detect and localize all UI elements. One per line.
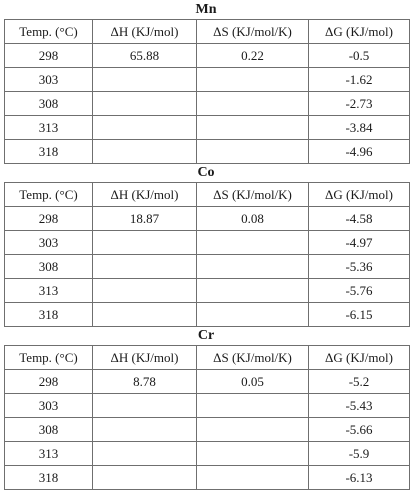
cell-dg: -5.2: [308, 369, 410, 394]
cell-dg: -2.73: [308, 91, 410, 116]
section-title-cr: Cr: [197, 328, 215, 343]
cell-temp: 303: [4, 67, 93, 92]
cell-ds: [196, 254, 309, 279]
cell-ds: 0.05: [196, 369, 309, 394]
table-row: 318 -4.96: [4, 139, 410, 164]
header-temp: Temp. (°C): [4, 345, 93, 370]
cell-dg: -5.9: [308, 441, 410, 466]
cell-ds: 0.22: [196, 43, 309, 68]
table-row: 308 -2.73: [4, 91, 410, 116]
header-ds: ΔS (KJ/mol/K): [196, 345, 309, 370]
table-row: 313 -5.9: [4, 441, 410, 466]
cell-dg: -5.76: [308, 278, 410, 303]
cell-dg: -3.84: [308, 115, 410, 140]
cell-dg: -4.58: [308, 206, 410, 231]
cell-ds: [196, 465, 309, 490]
cell-ds: [196, 278, 309, 303]
cell-dg: -4.97: [308, 230, 410, 255]
cell-dh: [92, 67, 197, 92]
header-dg: ΔG (KJ/mol): [308, 19, 410, 44]
table-mn: Temp. (°C) ΔH (KJ/mol) ΔS (KJ/mol/K) ΔG …: [4, 19, 410, 164]
table-row: 318 -6.13: [4, 465, 410, 490]
table-row: 318 -6.15: [4, 302, 410, 327]
cell-dg: -5.43: [308, 393, 410, 418]
header-dg: ΔG (KJ/mol): [308, 182, 410, 207]
cell-dh: [92, 417, 197, 442]
cell-temp: 298: [4, 43, 93, 68]
header-dh: ΔH (KJ/mol): [92, 19, 197, 44]
cell-temp: 303: [4, 393, 93, 418]
cell-ds: [196, 67, 309, 92]
table-row: 313 -3.84: [4, 115, 410, 140]
table-row: 298 8.78 0.05 -5.2: [4, 369, 410, 394]
cell-dg: -6.13: [308, 465, 410, 490]
cell-dg: -0.5: [308, 43, 410, 68]
cell-temp: 308: [4, 417, 93, 442]
cell-dg: -5.36: [308, 254, 410, 279]
header-temp: Temp. (°C): [4, 19, 93, 44]
cell-dh: [92, 115, 197, 140]
table-cr: Temp. (°C) ΔH (KJ/mol) ΔS (KJ/mol/K) ΔG …: [4, 345, 410, 490]
cell-ds: [196, 139, 309, 164]
cell-dh: [92, 302, 197, 327]
header-row: Temp. (°C) ΔH (KJ/mol) ΔS (KJ/mol/K) ΔG …: [4, 182, 410, 207]
cell-temp: 298: [4, 369, 93, 394]
cell-temp: 318: [4, 139, 93, 164]
cell-dh: [92, 230, 197, 255]
cell-dg: -6.15: [308, 302, 410, 327]
table-row: 303 -5.43: [4, 393, 410, 418]
table-row: 298 65.88 0.22 -0.5: [4, 43, 410, 68]
header-row: Temp. (°C) ΔH (KJ/mol) ΔS (KJ/mol/K) ΔG …: [4, 19, 410, 44]
table-row: 303 -4.97: [4, 230, 410, 255]
header-dh: ΔH (KJ/mol): [92, 345, 197, 370]
cell-dh: [92, 393, 197, 418]
cell-ds: [196, 417, 309, 442]
cell-dg: -5.66: [308, 417, 410, 442]
cell-dh: 8.78: [92, 369, 197, 394]
cell-dg: -4.96: [308, 139, 410, 164]
cell-ds: [196, 441, 309, 466]
cell-temp: 303: [4, 230, 93, 255]
cell-temp: 318: [4, 465, 93, 490]
table-row: 308 -5.66: [4, 417, 410, 442]
cell-temp: 313: [4, 278, 93, 303]
cell-ds: 0.08: [196, 206, 309, 231]
cell-dh: [92, 139, 197, 164]
cell-ds: [196, 393, 309, 418]
table-row: 303 -1.62: [4, 67, 410, 92]
cell-dh: [92, 254, 197, 279]
cell-dg: -1.62: [308, 67, 410, 92]
cell-temp: 313: [4, 115, 93, 140]
cell-dh: 18.87: [92, 206, 197, 231]
cell-dh: 65.88: [92, 43, 197, 68]
header-row: Temp. (°C) ΔH (KJ/mol) ΔS (KJ/mol/K) ΔG …: [4, 345, 410, 370]
cell-temp: 308: [4, 254, 93, 279]
cell-temp: 313: [4, 441, 93, 466]
table-row: 313 -5.76: [4, 278, 410, 303]
header-dg: ΔG (KJ/mol): [308, 345, 410, 370]
cell-dh: [92, 278, 197, 303]
section-title-mn: Mn: [195, 2, 217, 17]
cell-dh: [92, 465, 197, 490]
cell-temp: 308: [4, 91, 93, 116]
header-temp: Temp. (°C): [4, 182, 93, 207]
cell-dh: [92, 441, 197, 466]
header-ds: ΔS (KJ/mol/K): [196, 182, 309, 207]
section-title-co: Co: [197, 165, 215, 180]
header-dh: ΔH (KJ/mol): [92, 182, 197, 207]
table-co: Temp. (°C) ΔH (KJ/mol) ΔS (KJ/mol/K) ΔG …: [4, 182, 410, 327]
cell-temp: 298: [4, 206, 93, 231]
header-ds: ΔS (KJ/mol/K): [196, 19, 309, 44]
cell-ds: [196, 115, 309, 140]
cell-ds: [196, 302, 309, 327]
cell-temp: 318: [4, 302, 93, 327]
table-row: 298 18.87 0.08 -4.58: [4, 206, 410, 231]
table-row: 308 -5.36: [4, 254, 410, 279]
cell-dh: [92, 91, 197, 116]
cell-ds: [196, 230, 309, 255]
cell-ds: [196, 91, 309, 116]
